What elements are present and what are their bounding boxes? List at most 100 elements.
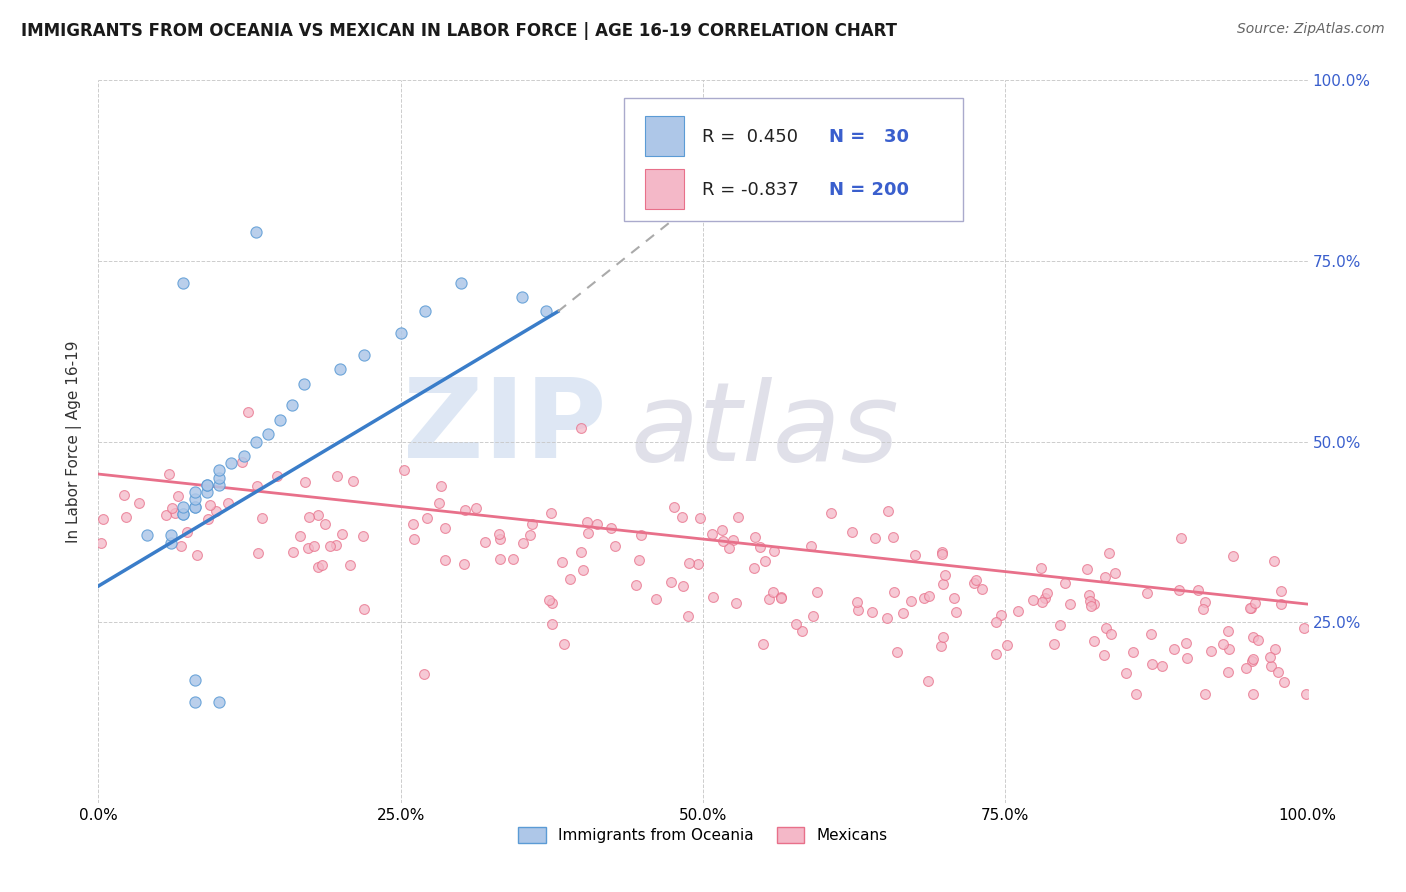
Point [91, 512, 114, 526]
Point [208, 478, 231, 492]
Point [718, 541, 741, 556]
Point [645, 592, 668, 607]
Point [932, 577, 955, 591]
Point [560, 572, 582, 586]
Point [1175, 636, 1198, 650]
Point [702, 590, 724, 604]
FancyBboxPatch shape [645, 116, 683, 156]
Point [90, 536, 112, 550]
Point [302, 539, 325, 553]
Point [1125, 687, 1147, 701]
Point [744, 560, 766, 574]
Point [112, 488, 135, 502]
Point [1136, 585, 1159, 599]
Point [430, 479, 453, 493]
Point [995, 638, 1018, 652]
Point [433, 552, 456, 566]
Point [845, 595, 868, 609]
Point [1140, 627, 1163, 641]
Point [1175, 651, 1198, 665]
Point [1167, 583, 1189, 598]
Point [790, 624, 813, 638]
Point [540, 616, 562, 631]
Point [1163, 641, 1185, 656]
Point [1216, 624, 1239, 639]
Point [155, 508, 177, 523]
Point [184, 500, 207, 514]
Point [882, 530, 904, 544]
Point [184, 485, 207, 500]
Point [307, 560, 329, 574]
Point [744, 530, 766, 544]
Point [231, 454, 253, 468]
Point [662, 500, 685, 514]
Point [678, 556, 700, 570]
Point [208, 463, 231, 477]
Point [846, 603, 869, 617]
Point [489, 533, 512, 547]
Point [931, 630, 953, 644]
Point [236, 404, 259, 418]
Point [711, 534, 734, 549]
Point [1031, 561, 1053, 575]
Point [1042, 637, 1064, 651]
Point [965, 573, 987, 587]
Point [1222, 549, 1244, 564]
Point [671, 510, 693, 524]
Point [534, 304, 557, 318]
Point [198, 498, 221, 512]
Point [1083, 634, 1105, 648]
Point [1007, 603, 1029, 617]
Point [1194, 687, 1216, 701]
Point [1031, 595, 1053, 609]
Point [785, 616, 807, 631]
Point [170, 539, 193, 553]
Text: R = -0.837: R = -0.837 [702, 181, 799, 199]
Point [770, 591, 793, 605]
Point [553, 636, 575, 650]
Point [1218, 641, 1240, 656]
Point [970, 582, 993, 596]
Point [413, 304, 436, 318]
Point [135, 528, 157, 542]
Point [876, 504, 898, 518]
Point [725, 596, 748, 610]
Text: atlas: atlas [630, 377, 898, 484]
Point [624, 578, 647, 592]
Point [727, 510, 749, 524]
Point [1104, 566, 1126, 580]
Point [1095, 621, 1118, 635]
Point [1033, 591, 1056, 605]
Point [671, 579, 693, 593]
Point [886, 645, 908, 659]
Point [184, 695, 207, 709]
Point [128, 496, 150, 510]
Point [269, 413, 291, 427]
Point [266, 469, 288, 483]
Point [569, 420, 592, 434]
Point [551, 555, 574, 569]
Point [1140, 657, 1163, 672]
Point [402, 516, 425, 531]
Text: IMMIGRANTS FROM OCEANIA VS MEXICAN IN LABOR FORCE | AGE 16-19 CORRELATION CHART: IMMIGRANTS FROM OCEANIA VS MEXICAN IN LA… [21, 22, 897, 40]
Point [172, 507, 194, 521]
Point [1241, 687, 1264, 701]
Point [465, 501, 488, 516]
Point [1239, 600, 1261, 615]
Point [754, 554, 776, 568]
Point [931, 545, 953, 559]
Point [900, 594, 922, 608]
Point [1258, 649, 1281, 664]
Point [1240, 600, 1263, 615]
Point [353, 602, 375, 616]
Point [353, 348, 375, 362]
Point [630, 528, 652, 542]
Y-axis label: In Labor Force | Age 16-19: In Labor Force | Age 16-19 [66, 340, 83, 543]
Point [329, 362, 352, 376]
Text: Source: ZipAtlas.com: Source: ZipAtlas.com [1237, 22, 1385, 37]
Point [307, 508, 329, 522]
Point [294, 475, 316, 489]
Point [721, 533, 744, 547]
Point [1152, 658, 1174, 673]
Point [256, 427, 278, 442]
